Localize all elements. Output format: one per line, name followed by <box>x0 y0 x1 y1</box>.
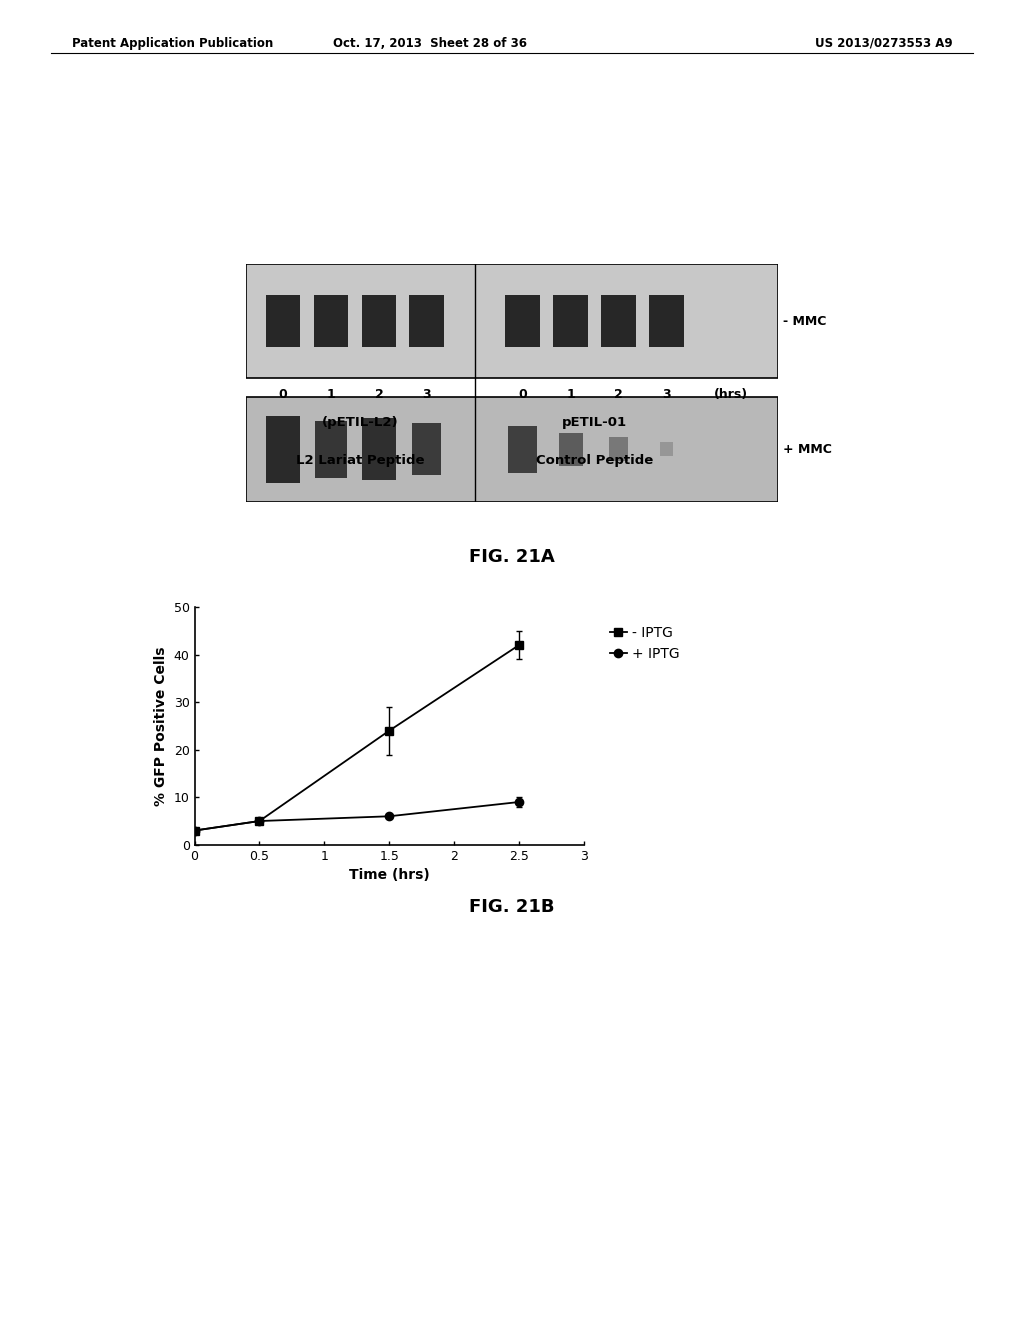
Bar <box>410 294 444 347</box>
Text: FIG. 21A: FIG. 21A <box>469 548 555 566</box>
Text: 3: 3 <box>423 388 431 400</box>
Bar <box>246 264 778 378</box>
Text: Oct. 17, 2013  Sheet 28 of 36: Oct. 17, 2013 Sheet 28 of 36 <box>333 37 527 50</box>
Text: 1: 1 <box>327 388 335 400</box>
Text: 2: 2 <box>375 388 383 400</box>
Bar <box>361 418 396 480</box>
Bar <box>506 294 540 347</box>
Text: L2 Lariat Peptide: L2 Lariat Peptide <box>296 454 425 467</box>
Bar <box>266 294 300 347</box>
Bar <box>266 416 300 483</box>
Text: Control Peptide: Control Peptide <box>536 454 653 467</box>
Bar <box>609 437 628 461</box>
Bar <box>601 294 636 347</box>
Text: 0: 0 <box>518 388 527 400</box>
Bar <box>553 294 588 347</box>
Text: (pETIL-L2): (pETIL-L2) <box>322 416 398 429</box>
Bar <box>313 294 348 347</box>
Text: 3: 3 <box>663 388 671 400</box>
Text: + MMC: + MMC <box>783 442 833 455</box>
Bar <box>508 425 538 473</box>
Text: 0: 0 <box>279 388 288 400</box>
Text: (hrs): (hrs) <box>715 388 749 400</box>
Text: - MMC: - MMC <box>783 314 826 327</box>
Text: 2: 2 <box>614 388 623 400</box>
Y-axis label: % GFP Positive Cells: % GFP Positive Cells <box>155 647 168 805</box>
Text: US 2013/0273553 A9: US 2013/0273553 A9 <box>815 37 952 50</box>
Text: FIG. 21B: FIG. 21B <box>469 898 555 916</box>
Text: Patent Application Publication: Patent Application Publication <box>72 37 273 50</box>
X-axis label: Time (hrs): Time (hrs) <box>349 869 429 882</box>
Bar <box>659 442 673 457</box>
Text: 1: 1 <box>566 388 574 400</box>
Bar <box>412 424 441 475</box>
Legend: - IPTG, + IPTG: - IPTG, + IPTG <box>610 626 680 661</box>
Bar <box>361 294 396 347</box>
Bar <box>649 294 684 347</box>
Bar <box>559 433 583 466</box>
Text: pETIL-01: pETIL-01 <box>562 416 627 429</box>
Bar <box>315 421 347 478</box>
Bar <box>246 397 778 502</box>
